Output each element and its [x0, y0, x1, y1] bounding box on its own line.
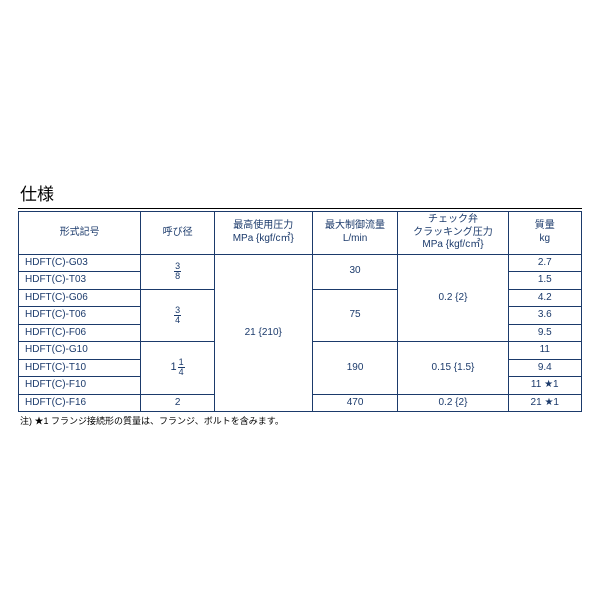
cell-cracking: 0.2 {2} [398, 254, 508, 342]
cell-bore: 38 [141, 254, 214, 289]
col-cracking: チェック弁クラッキング圧力MPa {kgf/c㎡} [398, 212, 508, 255]
cell-model: HDFT(C)-G10 [19, 342, 141, 360]
cell-model: HDFT(C)-G06 [19, 289, 141, 307]
col-mass: 質量kg [508, 212, 581, 255]
spec-table: 形式記号 呼び径 最高使用圧力MPa {kgf/c㎡} 最大制御流量L/min … [18, 211, 582, 412]
cell-mass: 2.7 [508, 254, 581, 272]
cell-max-flow: 30 [312, 254, 398, 289]
cell-model: HDFT(C)-T10 [19, 359, 141, 377]
cell-model: HDFT(C)-T03 [19, 272, 141, 290]
col-bore: 呼び径 [141, 212, 214, 255]
col-max-flow: 最大制御流量L/min [312, 212, 398, 255]
cell-model: HDFT(C)-F10 [19, 377, 141, 395]
cell-mass: 3.6 [508, 307, 581, 325]
cell-model: HDFT(C)-F06 [19, 324, 141, 342]
cell-max-flow: 190 [312, 342, 398, 395]
table-row: HDFT(C)-G03 38 21 {210} 30 0.2 {2} 2.7 [19, 254, 582, 272]
footnote: 注) ★1 フランジ接続形の質量は、フランジ、ボルトを含みます。 [18, 414, 582, 427]
cell-cracking: 0.2 {2} [398, 394, 508, 412]
col-model: 形式記号 [19, 212, 141, 255]
cell-model: HDFT(C)-F16 [19, 394, 141, 412]
cell-model: HDFT(C)-T06 [19, 307, 141, 325]
cell-max-flow: 75 [312, 289, 398, 342]
cell-bore: 2 [141, 394, 214, 412]
section-title: 仕様 [18, 180, 582, 209]
cell-mass: 9.5 [508, 324, 581, 342]
cell-mass: 4.2 [508, 289, 581, 307]
cell-bore: 114 [141, 342, 214, 395]
table-header-row: 形式記号 呼び径 最高使用圧力MPa {kgf/c㎡} 最大制御流量L/min … [19, 212, 582, 255]
cell-mass: 1.5 [508, 272, 581, 290]
cell-mass: 11 [508, 342, 581, 360]
cell-bore: 34 [141, 289, 214, 342]
cell-mass: 9.4 [508, 359, 581, 377]
cell-model: HDFT(C)-G03 [19, 254, 141, 272]
cell-max-pressure: 21 {210} [214, 254, 312, 412]
col-max-pressure: 最高使用圧力MPa {kgf/c㎡} [214, 212, 312, 255]
cell-mass: 21 ★1 [508, 394, 581, 412]
cell-max-flow: 470 [312, 394, 398, 412]
cell-cracking: 0.15 {1.5} [398, 342, 508, 395]
cell-mass: 11 ★1 [508, 377, 581, 395]
